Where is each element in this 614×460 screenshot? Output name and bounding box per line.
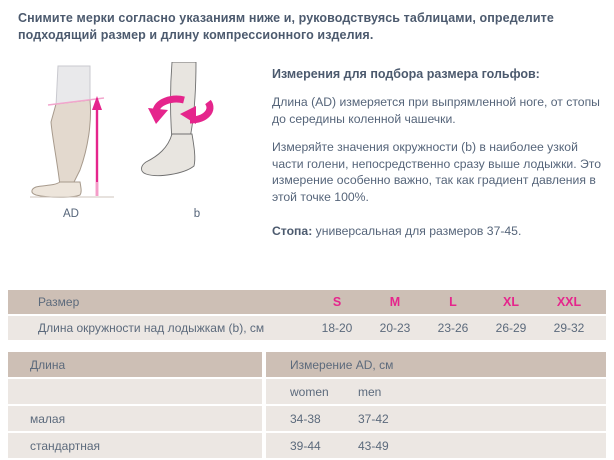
length-row-label-standard: стандартная xyxy=(8,433,262,458)
ankle-with-circumference-arrows-icon xyxy=(141,62,214,177)
size-header-m: M xyxy=(389,295,401,309)
length-table-row-standard: стандартная 39-44 43-49 xyxy=(8,433,606,458)
size-header-s: S xyxy=(332,295,342,309)
size-value-xxl: 29-32 xyxy=(553,321,585,335)
size-table-header-row: Размер S M L XL XXL xyxy=(8,290,606,314)
size-header-l: L xyxy=(449,295,457,309)
length-subheader-col-b: women men xyxy=(266,379,606,404)
size-table-header-label: Размер xyxy=(38,295,80,309)
length-table-row-small: малая 34-38 37-42 xyxy=(8,406,606,431)
value-men-standard: 43-49 xyxy=(358,438,389,453)
length-subheader-col-a xyxy=(8,379,262,404)
figure-label-ad: AD xyxy=(63,208,79,220)
length-header-col-a: Длина xyxy=(8,352,262,377)
size-table-row-label: Длина окружности над лодыжкам (b), см xyxy=(38,321,265,335)
size-header-xl: XL xyxy=(503,295,519,309)
info-foot-note: Стопа: универсальная для размеров 37-45. xyxy=(272,223,606,240)
size-value-s: 18-20 xyxy=(321,321,353,335)
length-table-header-row: Длина Измерение AD, см xyxy=(8,352,606,377)
length-row-values-standard: 39-44 43-49 xyxy=(266,433,606,458)
length-table-subheader-row: women men xyxy=(8,379,606,404)
figure-leg-length-ad: AD xyxy=(18,62,148,222)
size-table-data-row: Длина окружности над лодыжкам (b), см 18… xyxy=(8,316,606,340)
size-value-l: 23-26 xyxy=(437,321,469,335)
length-row-label-small: малая xyxy=(8,406,262,431)
info-paragraph-1: Длина (AD) измеряется при выпрямленной н… xyxy=(272,95,600,126)
length-header-col-b: Измерение AD, см xyxy=(266,352,606,377)
figure-ankle-circumference-b: b xyxy=(138,62,268,222)
foot-label: Стопа: xyxy=(272,224,313,238)
info-paragraph-2: Измеряйте значения окружности (b) в наиб… xyxy=(272,140,601,204)
subheader-women: women xyxy=(290,384,329,399)
illustrations-group: AD b xyxy=(0,62,262,222)
size-header-xxl: XXL xyxy=(556,295,582,309)
figure-label-b: b xyxy=(193,208,201,220)
leg-side-view-with-length-arrow-icon xyxy=(30,65,114,198)
length-row-values-small: 34-38 37-42 xyxy=(266,406,606,431)
length-table: Длина Измерение AD, см women men малая 3… xyxy=(8,352,606,460)
size-value-xl: 26-29 xyxy=(495,321,527,335)
size-value-m: 20-23 xyxy=(379,321,411,335)
value-women-standard: 39-44 xyxy=(290,438,321,453)
value-men-small: 37-42 xyxy=(358,411,389,426)
size-table: Размер S M L XL XXL Длина окружности над… xyxy=(8,290,606,342)
page-intro-text: Снимите мерки согласно указаниям ниже и,… xyxy=(18,11,554,42)
subheader-men: men xyxy=(358,384,382,399)
measurement-info-panel: Измерения для подбора размера гольфов: Д… xyxy=(272,66,606,252)
foot-value: универсальная для размеров 37-45. xyxy=(312,224,522,238)
value-women-small: 34-38 xyxy=(290,411,321,426)
info-heading: Измерения для подбора размера гольфов: xyxy=(272,67,540,81)
